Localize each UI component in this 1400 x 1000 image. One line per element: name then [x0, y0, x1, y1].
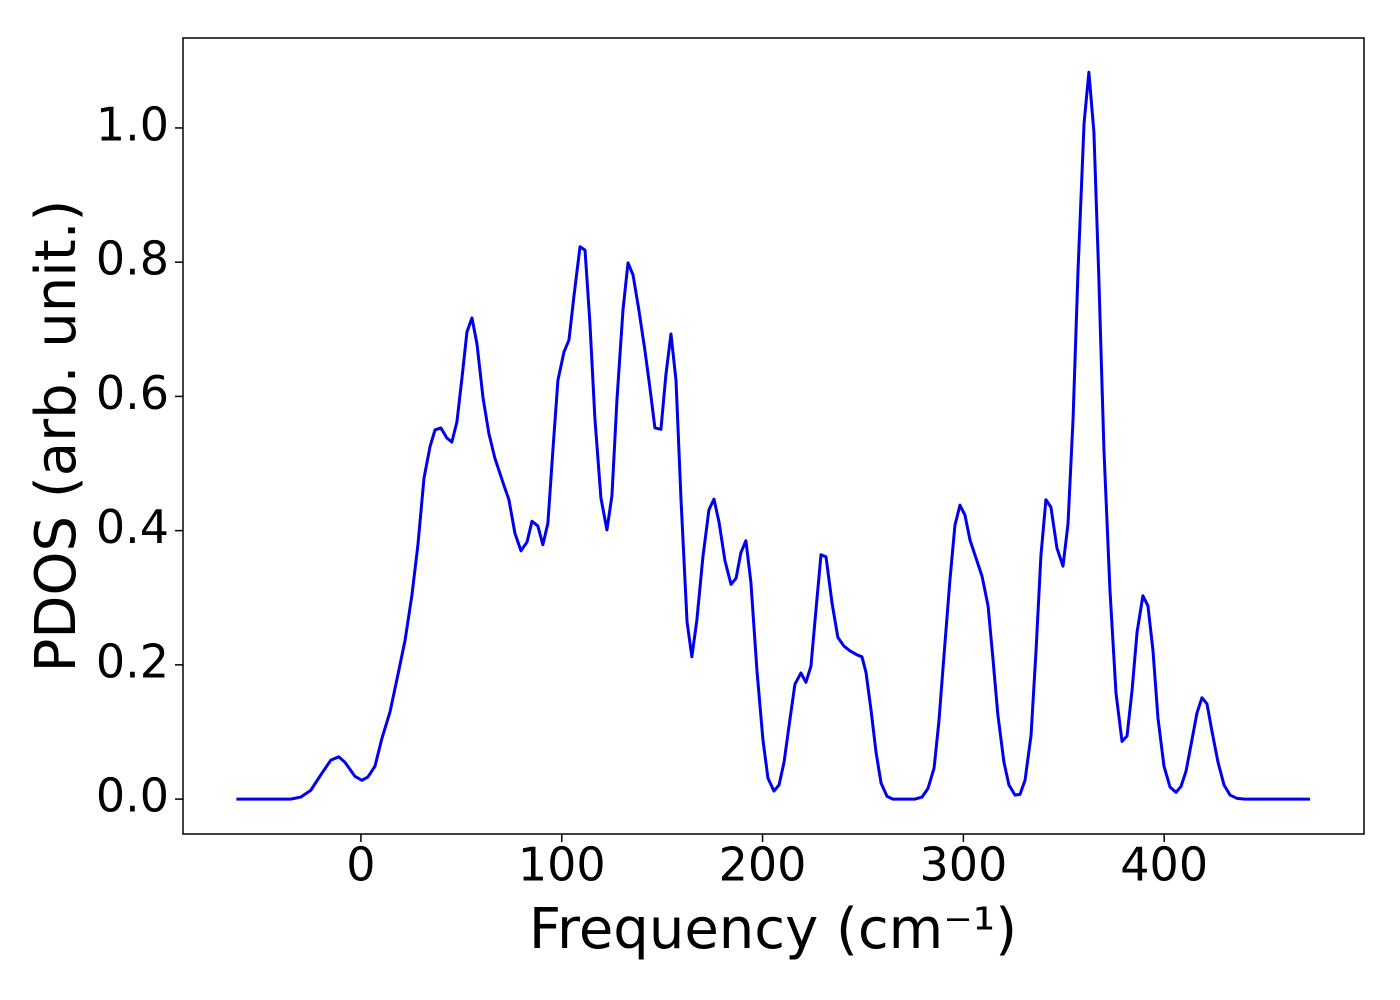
- plot-frame: [182, 37, 1365, 835]
- x-tick-label: 0: [346, 838, 375, 892]
- y-axis-label: PDOS (arb. unit.): [24, 200, 89, 673]
- x-tick-label: 400: [1120, 838, 1208, 892]
- x-tick-label: 300: [919, 838, 1007, 892]
- x-tick-label: 100: [518, 838, 606, 892]
- y-tick-label: 0.0: [96, 769, 169, 823]
- y-tick-label: 0.8: [96, 232, 169, 286]
- line: [236, 70, 1310, 801]
- x-axis-label: Frequency (cm⁻¹): [529, 897, 1017, 962]
- x-tick-label: 200: [719, 838, 807, 892]
- y-tick-label: 1.0: [96, 97, 169, 151]
- y-tick-label: 0.2: [96, 634, 169, 688]
- y-tick-label: 0.6: [96, 366, 169, 420]
- y-tick-label: 0.4: [96, 500, 169, 554]
